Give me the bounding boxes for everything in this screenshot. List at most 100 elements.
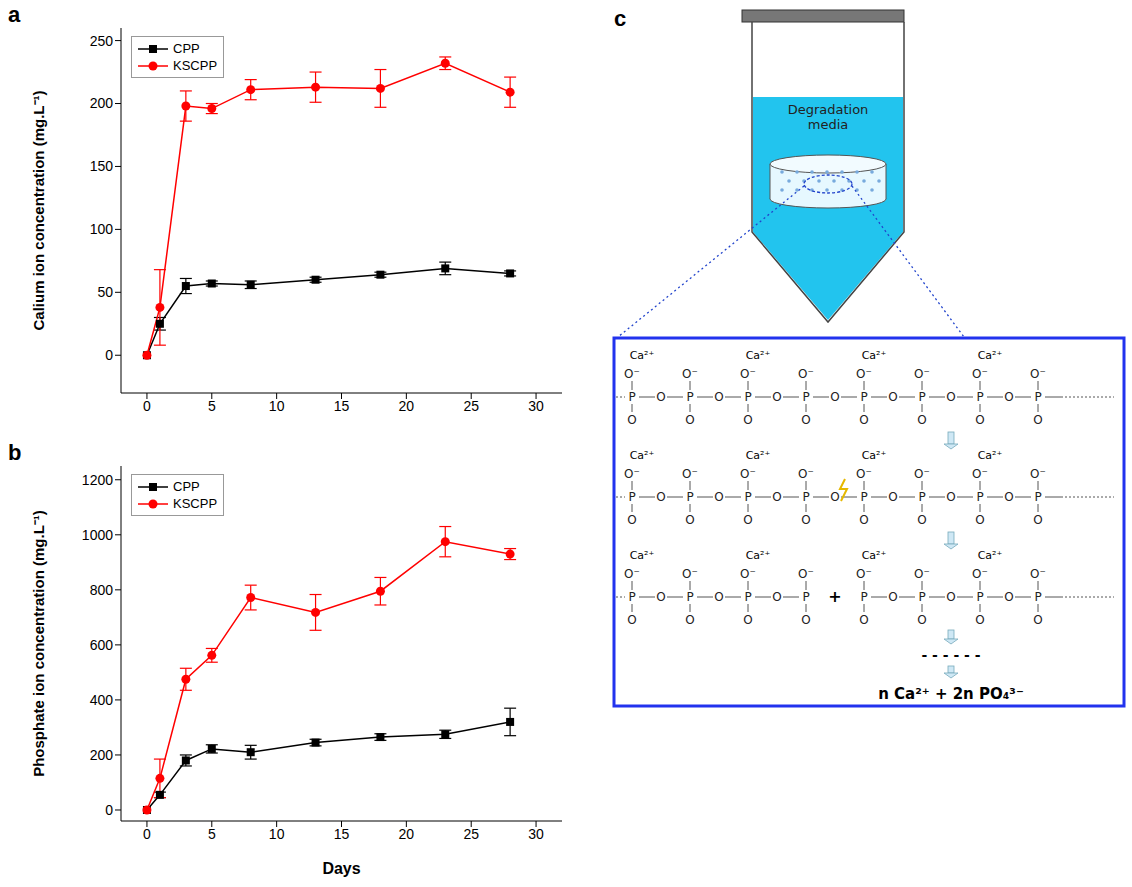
- svg-text:O: O: [1004, 490, 1013, 504]
- svg-text:400: 400: [90, 692, 114, 708]
- svg-text:P: P: [1034, 590, 1041, 604]
- svg-text:P: P: [1034, 490, 1041, 504]
- svg-text:P: P: [918, 490, 925, 504]
- svg-text:O: O: [946, 490, 955, 504]
- svg-text:O: O: [656, 390, 665, 404]
- svg-text:250: 250: [90, 33, 114, 49]
- svg-text:O: O: [656, 590, 665, 604]
- svg-text:50: 50: [97, 284, 113, 300]
- svg-text:O: O: [859, 413, 868, 427]
- svg-text:O⁻: O⁻: [740, 567, 756, 581]
- svg-text:O⁻: O⁻: [972, 367, 988, 381]
- svg-text:15: 15: [334, 398, 350, 414]
- svg-text:Ca²⁺: Ca²⁺: [746, 349, 771, 362]
- svg-text:O⁻: O⁻: [682, 567, 698, 581]
- svg-text:O: O: [627, 413, 636, 427]
- svg-text:O⁻: O⁻: [972, 467, 988, 481]
- svg-text:O⁻: O⁻: [798, 467, 814, 481]
- svg-text:P: P: [744, 590, 751, 604]
- svg-text:O⁻: O⁻: [682, 367, 698, 381]
- svg-text:10: 10: [269, 826, 285, 842]
- svg-text:P: P: [628, 590, 635, 604]
- svg-text:600: 600: [90, 637, 114, 653]
- svg-text:Ca²⁺: Ca²⁺: [746, 449, 771, 462]
- svg-text:0: 0: [143, 398, 151, 414]
- svg-text:O: O: [1033, 513, 1042, 527]
- svg-text:O: O: [1033, 413, 1042, 427]
- svg-text:Ca²⁺: Ca²⁺: [630, 549, 655, 562]
- svg-text:Ca²⁺: Ca²⁺: [630, 449, 655, 462]
- svg-text:P: P: [686, 490, 693, 504]
- svg-text:O: O: [975, 513, 984, 527]
- svg-text:P: P: [860, 390, 867, 404]
- svg-text:P: P: [860, 590, 867, 604]
- svg-text:O⁻: O⁻: [914, 367, 930, 381]
- svg-text:Days: Days: [322, 860, 360, 877]
- svg-text:20: 20: [399, 826, 415, 842]
- svg-text:O: O: [685, 613, 694, 627]
- svg-text:O: O: [714, 490, 723, 504]
- svg-text:O: O: [627, 513, 636, 527]
- svg-text:5: 5: [208, 826, 216, 842]
- svg-text:P: P: [976, 490, 983, 504]
- svg-text:O: O: [888, 590, 897, 604]
- svg-text:O: O: [888, 490, 897, 504]
- svg-text:O: O: [1004, 590, 1013, 604]
- svg-text:O: O: [830, 490, 839, 504]
- svg-text:O: O: [917, 613, 926, 627]
- svg-text:150: 150: [90, 158, 114, 174]
- svg-text:Ca²⁺: Ca²⁺: [630, 349, 655, 362]
- svg-text:Ca²⁺: Ca²⁺: [978, 349, 1003, 362]
- svg-text:n Ca²⁺ + 2n PO₄³⁻: n Ca²⁺ + 2n PO₄³⁻: [878, 685, 1024, 703]
- svg-text:P: P: [744, 490, 751, 504]
- svg-text:P: P: [918, 590, 925, 604]
- svg-text:P: P: [860, 490, 867, 504]
- svg-text:O⁻: O⁻: [1030, 467, 1046, 481]
- svg-text:O: O: [627, 613, 636, 627]
- svg-text:O⁻: O⁻: [624, 467, 640, 481]
- svg-text:O⁻: O⁻: [624, 567, 640, 581]
- svg-text:O⁻: O⁻: [972, 567, 988, 581]
- svg-text:P: P: [802, 590, 809, 604]
- svg-text:Ca²⁺: Ca²⁺: [978, 449, 1003, 462]
- svg-text:0: 0: [105, 347, 113, 363]
- svg-text:O: O: [946, 390, 955, 404]
- svg-text:800: 800: [90, 582, 114, 598]
- svg-text:0: 0: [143, 826, 151, 842]
- svg-text:Degradation: Degradation: [788, 102, 869, 117]
- svg-text:Ca²⁺: Ca²⁺: [862, 349, 887, 362]
- svg-text:30: 30: [528, 398, 544, 414]
- svg-text:O: O: [743, 513, 752, 527]
- svg-text:10: 10: [269, 398, 285, 414]
- svg-text:O: O: [685, 413, 694, 427]
- svg-text:O: O: [656, 490, 665, 504]
- svg-text:25: 25: [463, 826, 479, 842]
- svg-text:O: O: [1004, 390, 1013, 404]
- svg-text:Calium ion concentration (mg.L: Calium ion concentration (mg.L⁻¹): [30, 90, 47, 330]
- svg-text:O: O: [917, 413, 926, 427]
- svg-text:O: O: [946, 590, 955, 604]
- svg-text:+: +: [828, 587, 841, 606]
- svg-text:P: P: [802, 390, 809, 404]
- svg-text:O: O: [772, 490, 781, 504]
- svg-text:O⁻: O⁻: [798, 367, 814, 381]
- svg-text:15: 15: [334, 826, 350, 842]
- svg-text:20: 20: [399, 398, 415, 414]
- svg-text:O: O: [685, 513, 694, 527]
- svg-text:- - - - - -: - - - - - -: [921, 647, 980, 663]
- svg-text:c: c: [614, 6, 626, 31]
- svg-text:O⁻: O⁻: [856, 367, 872, 381]
- svg-text:O: O: [975, 613, 984, 627]
- svg-text:O: O: [801, 413, 810, 427]
- svg-text:P: P: [744, 390, 751, 404]
- svg-text:O⁻: O⁻: [856, 467, 872, 481]
- svg-text:O: O: [859, 513, 868, 527]
- svg-text:30: 30: [528, 826, 544, 842]
- svg-text:O: O: [743, 413, 752, 427]
- svg-text:O: O: [772, 390, 781, 404]
- svg-text:O⁻: O⁻: [914, 467, 930, 481]
- svg-text:1000: 1000: [82, 527, 113, 543]
- svg-text:25: 25: [463, 398, 479, 414]
- svg-text:Ca²⁺: Ca²⁺: [862, 549, 887, 562]
- svg-text:O: O: [1033, 613, 1042, 627]
